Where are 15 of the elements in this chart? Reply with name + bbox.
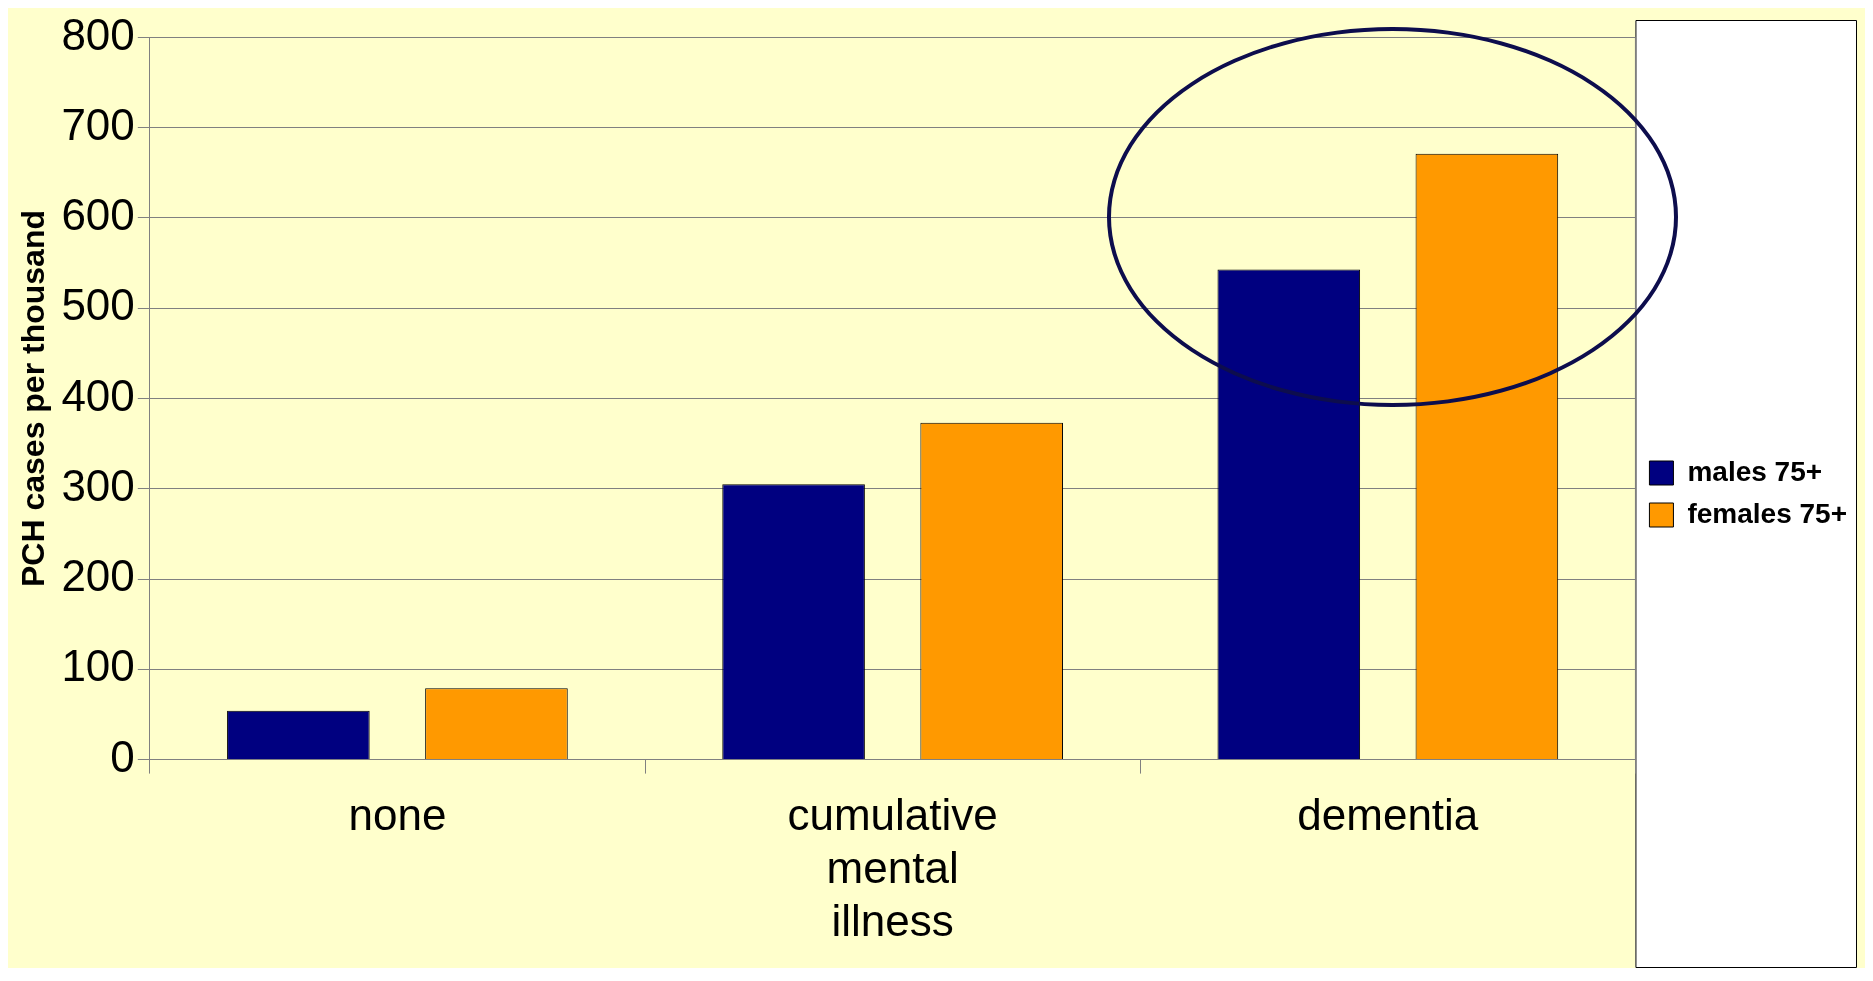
x-tick-label: cumulative mental illness [787, 790, 998, 945]
y-tick-label: 400 [61, 370, 135, 420]
y-tick-label: 300 [61, 460, 135, 510]
x-tick-label: dementia [1297, 790, 1479, 840]
x-tick-label: none [348, 790, 447, 840]
y-tick-label: 0 [110, 731, 135, 781]
y-tick-label: 600 [61, 190, 135, 240]
y-tick-label: 800 [61, 9, 135, 59]
y-tick-label: 200 [61, 551, 135, 601]
legend-label: females 75+ [1687, 497, 1848, 529]
y-tick-label: 700 [61, 99, 135, 149]
y-tick-label: 500 [61, 280, 135, 330]
y-tick-label: 100 [61, 641, 135, 691]
y-axis-title: PCH cases per thousand [15, 210, 52, 587]
legend-label: males 75+ [1687, 455, 1823, 487]
